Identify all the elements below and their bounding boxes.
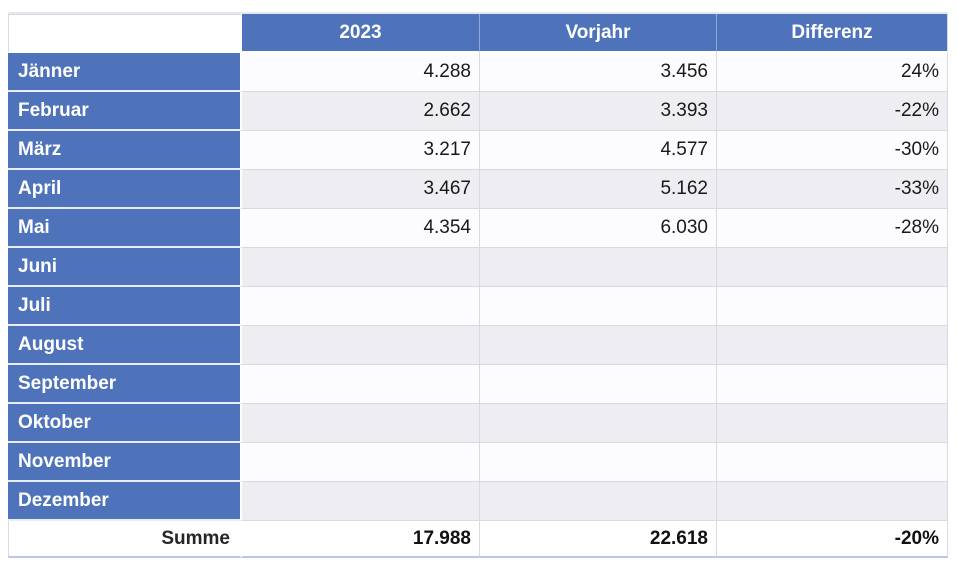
value-differenz-cell[interactable]: -28% <box>717 209 948 248</box>
value-2023-cell[interactable] <box>242 248 480 287</box>
value-differenz-cell[interactable]: -22% <box>717 92 948 131</box>
value-differenz-cell[interactable] <box>717 326 948 365</box>
value-2023-cell[interactable]: 3.217 <box>242 131 480 170</box>
monthly-comparison-table: 2023 Vorjahr Differenz Jänner 4.288 3.45… <box>8 12 948 558</box>
value-vorjahr-cell[interactable] <box>480 443 717 482</box>
corner-cell[interactable] <box>8 14 242 53</box>
value-vorjahr-cell[interactable] <box>480 482 717 521</box>
value-vorjahr-cell[interactable] <box>480 248 717 287</box>
header-row: 2023 Vorjahr Differenz <box>8 14 948 53</box>
table-row: März 3.217 4.577 -30% <box>8 131 948 170</box>
value-2023-cell[interactable]: 4.288 <box>242 53 480 92</box>
value-differenz-cell[interactable]: -30% <box>717 131 948 170</box>
value-2023-cell[interactable] <box>242 404 480 443</box>
month-label-cell[interactable]: Juni <box>8 248 242 287</box>
value-vorjahr-cell[interactable] <box>480 365 717 404</box>
value-2023-cell[interactable] <box>242 365 480 404</box>
table-row: Februar 2.662 3.393 -22% <box>8 92 948 131</box>
value-vorjahr-cell[interactable]: 3.456 <box>480 53 717 92</box>
value-vorjahr-cell[interactable]: 5.162 <box>480 170 717 209</box>
table-body: Jänner 4.288 3.456 24% Februar 2.662 3.3… <box>8 53 948 521</box>
month-label-cell[interactable]: September <box>8 365 242 404</box>
table-row: September <box>8 365 948 404</box>
sum-label-cell[interactable]: Summe <box>8 521 242 558</box>
month-label-cell[interactable]: Juli <box>8 287 242 326</box>
value-differenz-cell[interactable] <box>717 365 948 404</box>
table-row: August <box>8 326 948 365</box>
sum-vorjahr-cell[interactable]: 22.618 <box>480 521 717 558</box>
value-differenz-cell[interactable] <box>717 287 948 326</box>
sum-2023-cell[interactable]: 17.988 <box>242 521 480 558</box>
month-label-cell[interactable]: November <box>8 443 242 482</box>
table-row: Oktober <box>8 404 948 443</box>
month-label-cell[interactable]: Oktober <box>8 404 242 443</box>
value-differenz-cell[interactable] <box>717 482 948 521</box>
table-row: April 3.467 5.162 -33% <box>8 170 948 209</box>
value-vorjahr-cell[interactable] <box>480 326 717 365</box>
column-header-vorjahr[interactable]: Vorjahr <box>480 14 717 53</box>
value-2023-cell[interactable]: 2.662 <box>242 92 480 131</box>
value-2023-cell[interactable]: 3.467 <box>242 170 480 209</box>
value-differenz-cell[interactable]: -33% <box>717 170 948 209</box>
value-differenz-cell[interactable] <box>717 404 948 443</box>
table-row: Jänner 4.288 3.456 24% <box>8 53 948 92</box>
value-vorjahr-cell[interactable]: 3.393 <box>480 92 717 131</box>
month-label-cell[interactable]: Dezember <box>8 482 242 521</box>
table-row: November <box>8 443 948 482</box>
column-header-differenz[interactable]: Differenz <box>717 14 948 53</box>
table-row: Dezember <box>8 482 948 521</box>
table-row: Juli <box>8 287 948 326</box>
value-differenz-cell[interactable]: 24% <box>717 53 948 92</box>
month-label-cell[interactable]: Mai <box>8 209 242 248</box>
month-label-cell[interactable]: April <box>8 170 242 209</box>
value-2023-cell[interactable]: 4.354 <box>242 209 480 248</box>
sum-differenz-cell[interactable]: -20% <box>717 521 948 558</box>
value-vorjahr-cell[interactable] <box>480 404 717 443</box>
value-differenz-cell[interactable] <box>717 248 948 287</box>
value-vorjahr-cell[interactable]: 6.030 <box>480 209 717 248</box>
value-vorjahr-cell[interactable]: 4.577 <box>480 131 717 170</box>
month-label-cell[interactable]: Februar <box>8 92 242 131</box>
month-label-cell[interactable]: Jänner <box>8 53 242 92</box>
table-row: Mai 4.354 6.030 -28% <box>8 209 948 248</box>
summary-row: Summe 17.988 22.618 -20% <box>8 521 948 558</box>
month-label-cell[interactable]: März <box>8 131 242 170</box>
column-header-2023[interactable]: 2023 <box>242 14 480 53</box>
value-2023-cell[interactable] <box>242 482 480 521</box>
value-vorjahr-cell[interactable] <box>480 287 717 326</box>
value-2023-cell[interactable] <box>242 326 480 365</box>
month-label-cell[interactable]: August <box>8 326 242 365</box>
value-2023-cell[interactable] <box>242 287 480 326</box>
value-2023-cell[interactable] <box>242 443 480 482</box>
value-differenz-cell[interactable] <box>717 443 948 482</box>
table-row: Juni <box>8 248 948 287</box>
